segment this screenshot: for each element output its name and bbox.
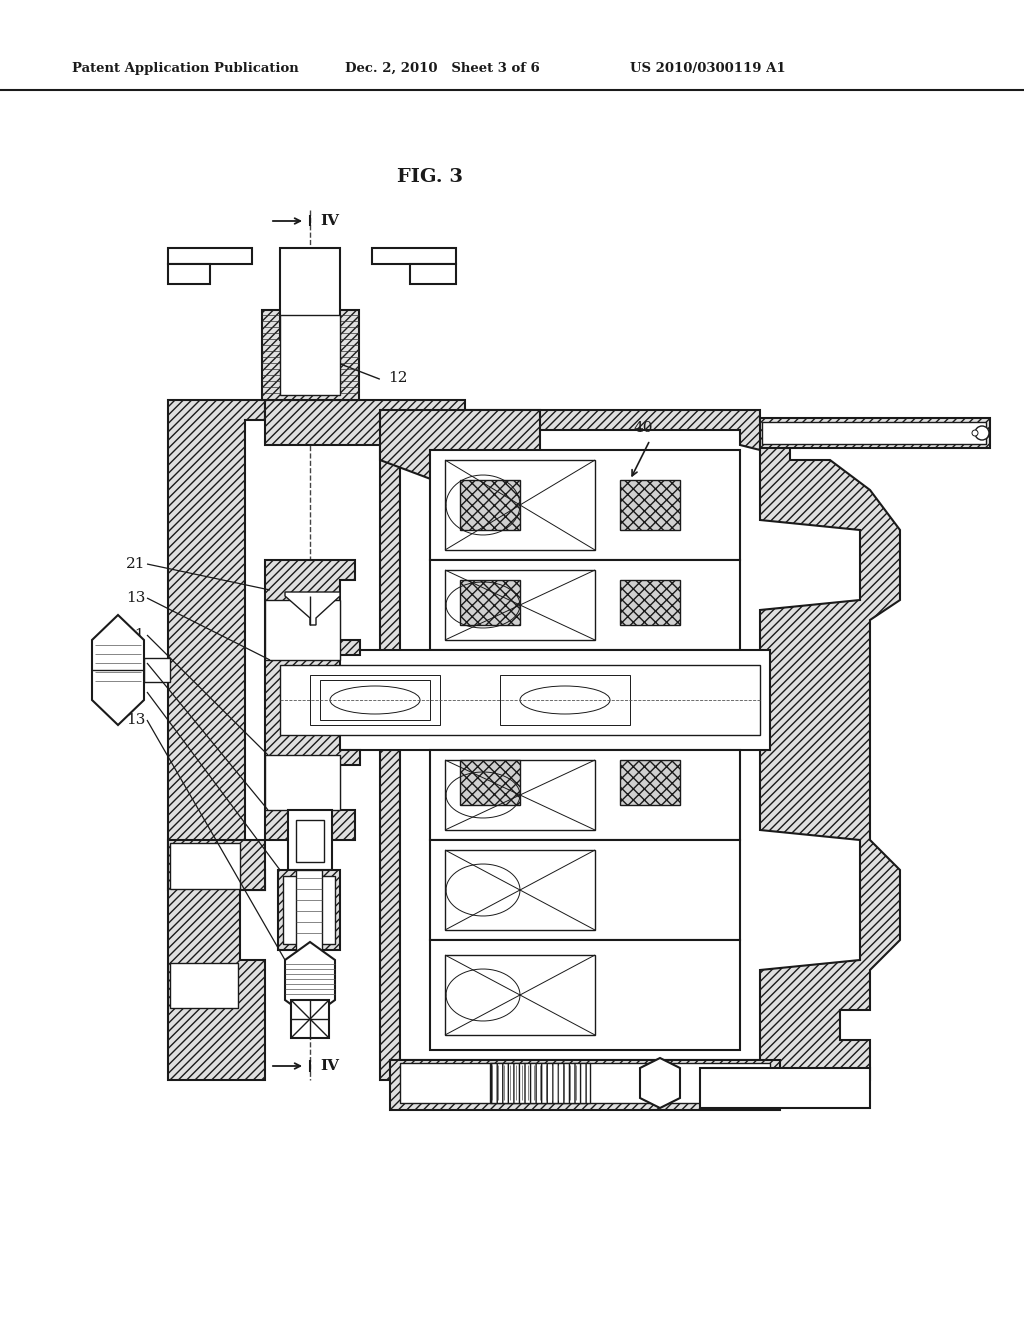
Ellipse shape: [520, 686, 610, 714]
Bar: [460, 579, 520, 624]
Bar: [170, 964, 238, 1008]
Text: 13: 13: [126, 591, 145, 605]
Bar: [280, 315, 340, 395]
Bar: [278, 870, 340, 950]
Bar: [445, 570, 595, 640]
Bar: [445, 850, 595, 931]
Polygon shape: [168, 840, 265, 1080]
Bar: [291, 1001, 329, 1038]
Polygon shape: [372, 248, 456, 264]
Polygon shape: [410, 264, 456, 284]
Bar: [460, 480, 520, 531]
Bar: [445, 760, 595, 830]
Bar: [700, 1068, 870, 1107]
Bar: [430, 750, 740, 840]
Polygon shape: [168, 248, 252, 264]
Bar: [283, 876, 335, 944]
Bar: [144, 657, 170, 682]
Polygon shape: [168, 264, 210, 284]
Bar: [762, 422, 986, 444]
Bar: [288, 810, 332, 870]
Bar: [400, 1063, 770, 1104]
Text: 41: 41: [126, 628, 145, 642]
Bar: [319, 680, 430, 719]
Bar: [265, 400, 465, 445]
Ellipse shape: [330, 686, 420, 714]
Text: 13: 13: [126, 713, 145, 727]
Bar: [620, 760, 680, 805]
Circle shape: [975, 426, 989, 440]
Text: Dec. 2, 2010   Sheet 3 of 6: Dec. 2, 2010 Sheet 3 of 6: [345, 62, 540, 75]
Text: Patent Application Publication: Patent Application Publication: [72, 62, 299, 75]
Bar: [445, 954, 595, 1035]
Bar: [620, 480, 680, 531]
Text: US 2010/0300119 A1: US 2010/0300119 A1: [630, 62, 785, 75]
Bar: [270, 649, 770, 750]
Bar: [265, 601, 340, 660]
Bar: [296, 870, 322, 950]
Polygon shape: [280, 248, 340, 341]
Bar: [265, 755, 340, 810]
Text: IV: IV: [319, 214, 339, 228]
Polygon shape: [168, 400, 265, 890]
Polygon shape: [92, 615, 144, 725]
Bar: [760, 418, 990, 447]
Bar: [490, 1063, 590, 1104]
Polygon shape: [285, 942, 335, 1018]
Text: 12: 12: [388, 371, 408, 385]
Bar: [430, 560, 740, 649]
Polygon shape: [380, 411, 900, 1080]
Bar: [620, 579, 680, 624]
Polygon shape: [285, 591, 340, 624]
Bar: [310, 675, 440, 725]
Bar: [445, 459, 595, 550]
Text: 10: 10: [126, 685, 145, 700]
Bar: [262, 310, 359, 400]
Text: IV: IV: [319, 1059, 339, 1073]
Text: 40: 40: [634, 421, 653, 436]
Text: 21: 21: [126, 557, 145, 572]
Polygon shape: [400, 430, 860, 1060]
Bar: [296, 820, 324, 862]
Bar: [280, 665, 760, 735]
Text: 30: 30: [126, 656, 145, 671]
Bar: [460, 760, 520, 805]
Bar: [430, 450, 740, 560]
Bar: [430, 940, 740, 1049]
Polygon shape: [380, 411, 540, 490]
Bar: [390, 1060, 780, 1110]
Text: FIG. 3: FIG. 3: [397, 168, 463, 186]
Polygon shape: [640, 1059, 680, 1107]
Bar: [170, 843, 240, 888]
Polygon shape: [265, 560, 360, 840]
Circle shape: [972, 430, 978, 436]
Bar: [500, 675, 630, 725]
Bar: [430, 840, 740, 940]
